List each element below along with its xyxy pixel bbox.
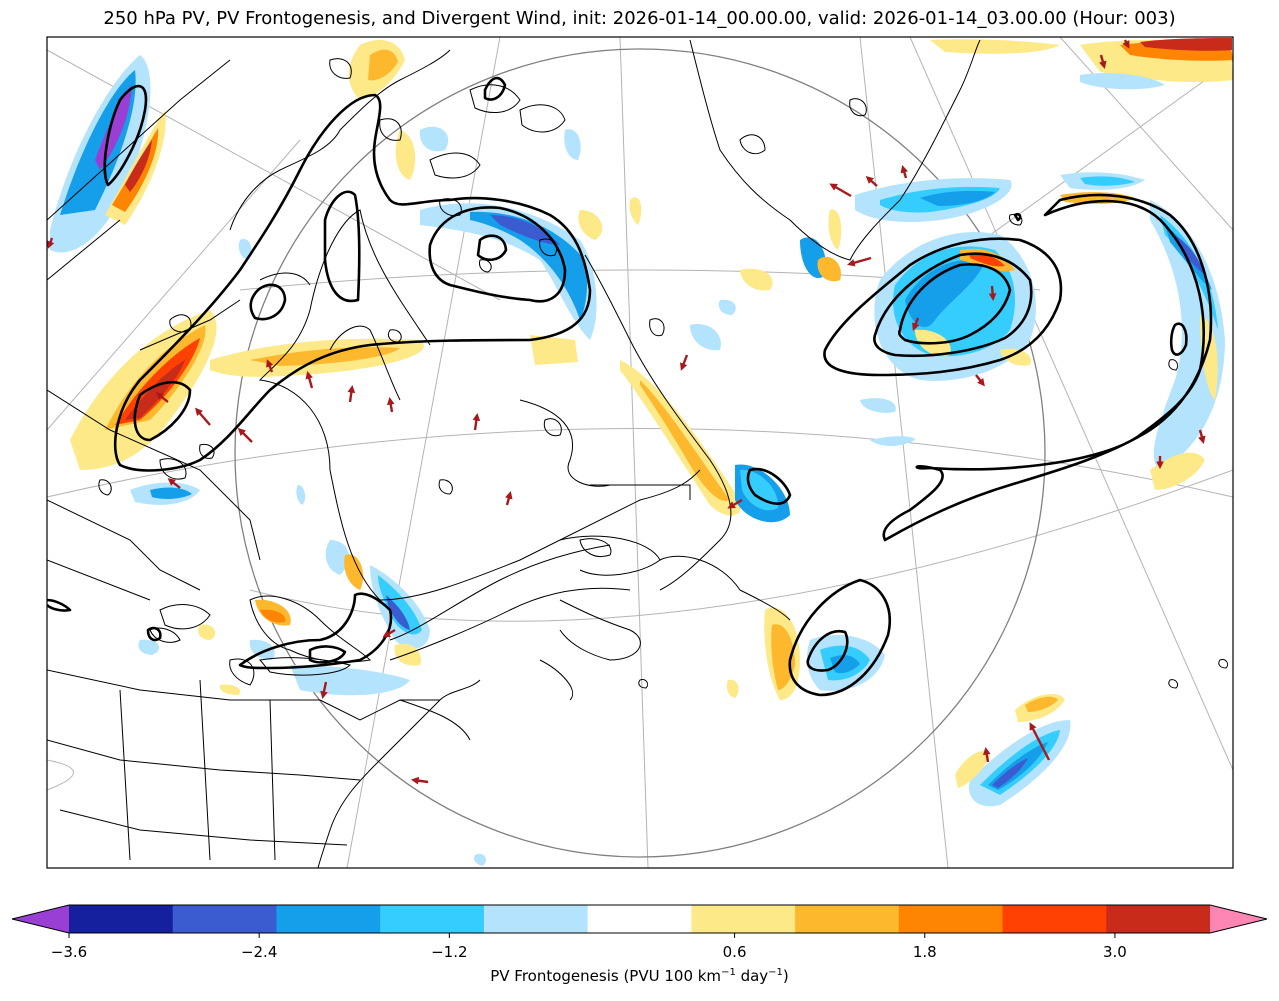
colorbar-tick-label: −2.4 <box>241 943 277 961</box>
pv-contours <box>47 76 1213 697</box>
colorbar-extend-under <box>12 905 69 933</box>
colorbar-bin <box>691 905 796 933</box>
colorbar-tick-label: −3.6 <box>51 943 87 961</box>
colorbar-label: PV Frontogenesis (PVU 100 km−1 day−1) <box>0 967 1279 985</box>
colorbar-bin <box>898 905 1004 933</box>
colorbar-tick-label: −1.2 <box>431 943 467 961</box>
latitude-circle <box>234 48 1046 858</box>
colorbar-tick-label: 1.8 <box>913 943 937 961</box>
colorbar-bin <box>587 905 692 933</box>
colorbar-label-sup2: −1 <box>768 967 783 978</box>
colorbar-bin <box>380 905 485 933</box>
colorbar-label-mid: day <box>735 967 769 985</box>
map-plot-area <box>47 37 1233 868</box>
divergent-wind-vectors <box>47 39 1206 785</box>
colorbar-bin <box>1106 905 1211 933</box>
colorbar-bin <box>276 905 381 933</box>
pv-frontogenesis-shading <box>50 38 1233 866</box>
colorbar-extend-over <box>1210 905 1267 933</box>
map-frame <box>46 36 1234 869</box>
coastlines-and-borders <box>47 39 1229 868</box>
map-title: 250 hPa PV, PV Frontogenesis, and Diverg… <box>103 8 1176 29</box>
colorbar-bin <box>1002 905 1107 933</box>
colorbar-bin <box>69 905 174 933</box>
colorbar-ticks: −3.6 −2.4 −1.2 0.6 1.8 3.0 <box>51 933 1127 961</box>
colorbar-tick-label: 0.6 <box>723 943 747 961</box>
colorbar-label-sup1: −1 <box>721 967 736 978</box>
colorbar-bin <box>483 905 589 933</box>
colorbar-bin <box>172 905 277 933</box>
colorbar-tick-label: 3.0 <box>1103 943 1127 961</box>
colorbar-bin <box>795 905 900 933</box>
colorbar-label-main: PV Frontogenesis (PVU 100 km <box>490 967 722 985</box>
colorbar <box>11 904 1268 934</box>
colorbar-label-end: ) <box>782 967 789 985</box>
